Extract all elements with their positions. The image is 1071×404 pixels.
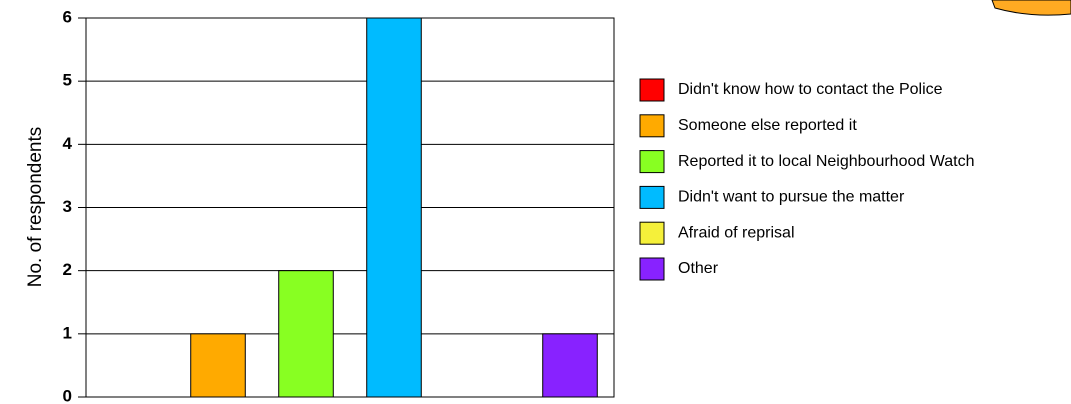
legend-swatch	[639, 185, 665, 209]
bar	[542, 333, 598, 398]
y-tick-label: 0	[63, 386, 72, 404]
y-axis-title: No. of respondents	[25, 127, 46, 288]
legend-label: Reported it to local Neighbourhood Watch	[678, 153, 974, 170]
legend-swatch	[639, 221, 665, 245]
bar	[366, 17, 422, 398]
bar	[278, 270, 334, 398]
y-tick-label: 3	[63, 197, 72, 216]
legend-label: Afraid of reprisal	[678, 224, 795, 241]
plot-frame	[85, 17, 615, 398]
bar	[190, 333, 246, 398]
y-tick-label: 5	[63, 71, 72, 90]
decoration	[991, 0, 1071, 16]
legend-label: Didn't know how to contact the Police	[678, 81, 943, 98]
y-tick-label: 6	[63, 7, 72, 26]
y-tick-label: 1	[63, 323, 72, 342]
legend-swatch	[639, 78, 665, 102]
y-tick-label: 2	[63, 260, 72, 279]
legend-label: Other	[678, 260, 719, 277]
legend-swatch	[639, 257, 665, 281]
legend-swatch	[639, 150, 665, 174]
y-tick-label: 4	[63, 134, 73, 153]
legend-label: Didn't want to pursue the matter	[678, 189, 905, 206]
legend-label: Someone else reported it	[678, 117, 857, 134]
legend-swatch	[639, 114, 665, 138]
